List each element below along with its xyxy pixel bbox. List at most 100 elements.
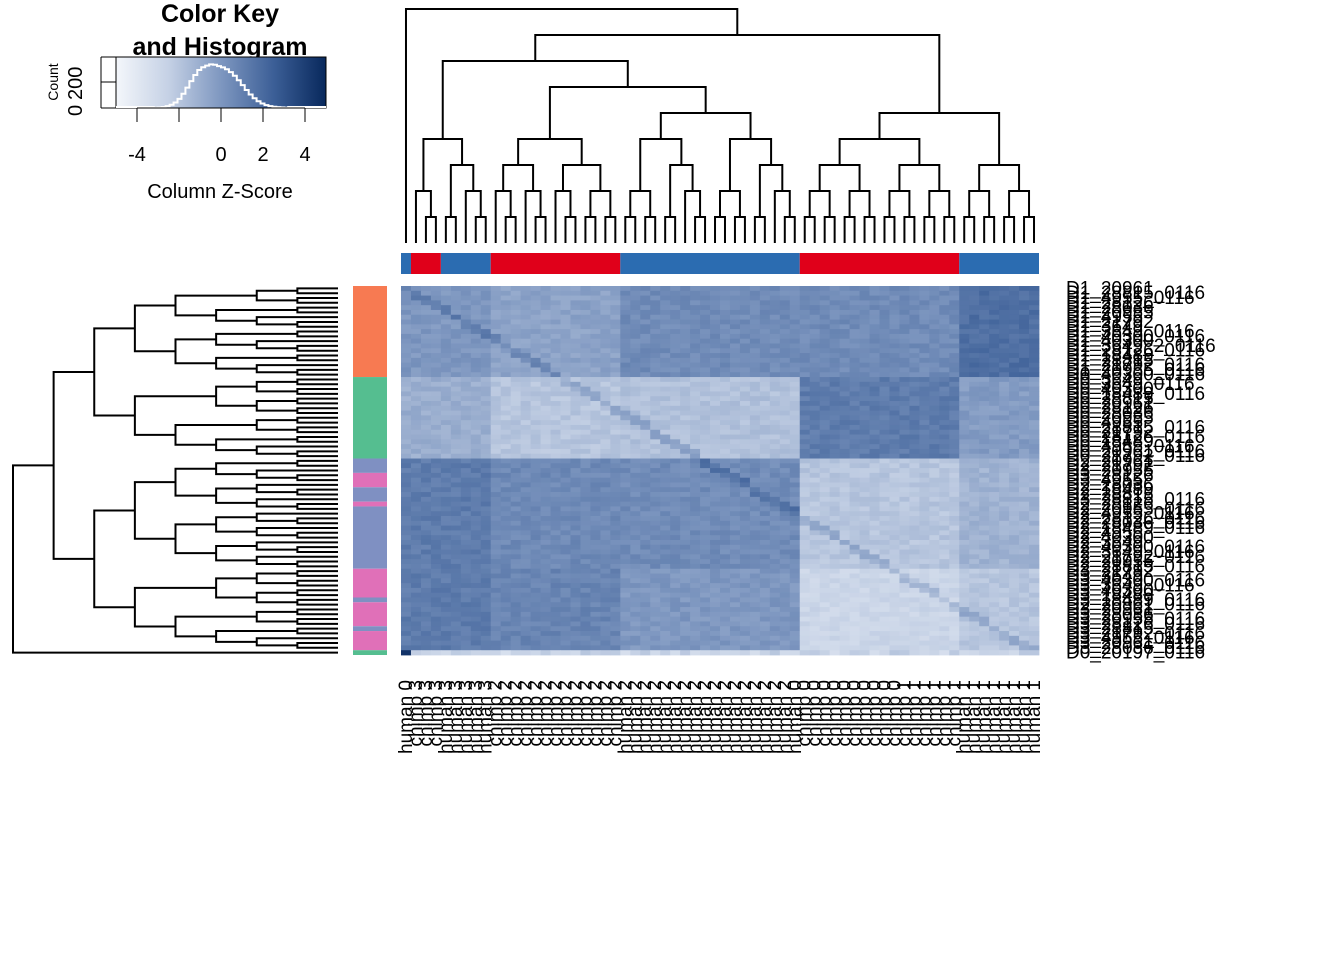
heatmap-cell xyxy=(520,319,531,325)
heatmap-cell xyxy=(819,549,831,555)
heatmap-cell xyxy=(720,290,731,296)
heatmap-cell xyxy=(650,324,661,330)
heatmap-cell xyxy=(789,568,801,574)
heatmap-cell xyxy=(859,391,870,397)
column-dendrogram-branch xyxy=(404,8,739,243)
heatmap-cell xyxy=(749,520,761,527)
heatmap-cell xyxy=(939,611,950,618)
heatmap-cell xyxy=(510,286,522,292)
heatmap-cell xyxy=(470,357,482,364)
heatmap-cell xyxy=(1029,554,1040,560)
heatmap-cell xyxy=(799,501,811,507)
heatmap-cell xyxy=(809,372,821,378)
heatmap-cell xyxy=(430,338,442,344)
row-dendrogram-branch xyxy=(296,474,338,482)
heatmap-cell xyxy=(989,530,1000,536)
heatmap-cell xyxy=(859,343,870,349)
heatmap-cell xyxy=(739,372,751,378)
heatmap-cell xyxy=(819,348,831,354)
heatmap-cell xyxy=(999,616,1010,622)
heatmap-cell xyxy=(580,607,591,613)
heatmap-cell xyxy=(710,300,721,306)
heatmap-cell xyxy=(560,300,571,306)
heatmap-cell xyxy=(809,592,821,598)
heatmap-cell xyxy=(630,501,641,507)
heatmap-cell xyxy=(819,506,831,512)
heatmap-cell xyxy=(889,305,900,311)
heatmap-cell xyxy=(670,583,681,589)
heatmap-cell xyxy=(420,535,432,541)
heatmap-cell xyxy=(859,444,870,450)
heatmap-cell xyxy=(899,434,910,440)
heatmap-cell xyxy=(759,348,771,354)
heatmap-cell xyxy=(620,530,631,536)
heatmap-cell xyxy=(729,544,741,550)
heatmap-cell xyxy=(490,372,502,378)
heatmap-cell xyxy=(939,544,950,550)
heatmap-cell xyxy=(869,415,880,421)
heatmap-cell xyxy=(540,544,551,550)
heatmap-cell xyxy=(590,362,601,368)
heatmap-cell xyxy=(779,300,791,306)
heatmap-cell xyxy=(690,482,701,488)
heatmap-cell xyxy=(410,516,422,522)
heatmap-cell xyxy=(979,626,990,632)
heatmap-cell xyxy=(520,592,531,598)
heatmap-cell xyxy=(680,295,691,301)
heatmap-cell xyxy=(989,290,1000,296)
heatmap-cell xyxy=(570,410,581,416)
heatmap-cell xyxy=(939,343,950,349)
heatmap-cell xyxy=(759,377,771,383)
heatmap-cell xyxy=(869,458,880,464)
heatmap-cell xyxy=(700,597,711,603)
heatmap-cell xyxy=(410,549,422,555)
heatmap-cell xyxy=(670,463,681,469)
heatmap-cell xyxy=(909,535,920,541)
heatmap-cell xyxy=(999,544,1010,550)
heatmap-cell xyxy=(949,496,960,503)
heatmap-cell xyxy=(590,319,601,325)
heatmap-cell xyxy=(520,573,531,579)
heatmap-cell xyxy=(670,458,681,464)
heatmap-cell xyxy=(959,458,970,464)
heatmap-cell xyxy=(490,549,502,555)
heatmap-cell xyxy=(530,535,541,541)
heatmap-cell xyxy=(440,439,452,445)
heatmap-cell xyxy=(809,348,821,354)
heatmap-cell xyxy=(979,338,990,344)
heatmap-cell xyxy=(939,530,950,536)
heatmap-cell xyxy=(1019,539,1030,546)
heatmap-cell xyxy=(969,640,980,646)
heatmap-cell xyxy=(979,487,990,493)
heatmap-cell xyxy=(749,592,761,598)
heatmap-cell xyxy=(869,592,880,598)
heatmap-cell xyxy=(889,434,900,440)
heatmap-cell xyxy=(520,377,531,383)
heatmap-cell xyxy=(749,367,761,373)
heatmap-cell xyxy=(401,487,412,493)
heatmap-cell xyxy=(949,573,960,579)
heatmap-cell xyxy=(490,587,502,594)
heatmap-cell xyxy=(949,391,960,397)
heatmap-cell xyxy=(999,357,1010,364)
heatmap-cell xyxy=(899,420,910,426)
heatmap-cell xyxy=(700,468,711,474)
heatmap-cell xyxy=(510,329,522,335)
heatmap-cell xyxy=(640,357,651,364)
heatmap-cell xyxy=(799,410,811,416)
heatmap-cell xyxy=(410,587,422,594)
row-group-color xyxy=(353,501,387,507)
heatmap-cell xyxy=(899,611,910,618)
heatmap-cell xyxy=(580,511,591,517)
heatmap-cell xyxy=(560,472,571,479)
heatmap-cell xyxy=(530,578,541,584)
heatmap-cell xyxy=(540,343,551,349)
heatmap-cell xyxy=(550,458,561,464)
heatmap-cell xyxy=(510,444,522,450)
heatmap-cell xyxy=(630,396,641,402)
heatmap-cell xyxy=(929,286,940,292)
heatmap-cell xyxy=(919,439,930,445)
heatmap-cell xyxy=(829,602,841,608)
heatmap-cell xyxy=(769,444,781,450)
heatmap-cell xyxy=(490,348,502,354)
